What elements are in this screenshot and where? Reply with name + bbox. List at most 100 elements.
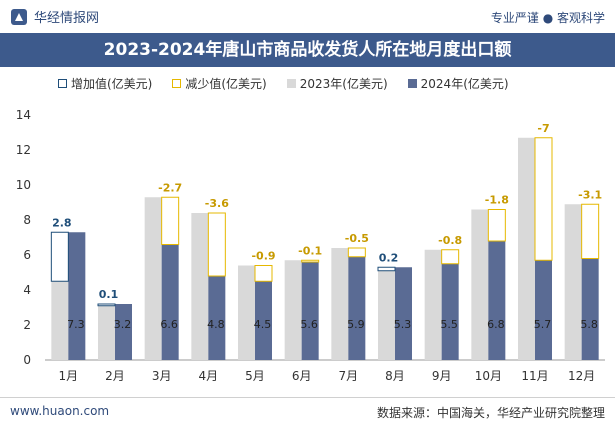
y-tick-label: 2 [23, 318, 31, 332]
value-label-2024: 7.3 [67, 318, 85, 331]
x-tick-label: 5月 [245, 369, 265, 383]
bar-2024 [301, 262, 319, 360]
change-label: -7 [537, 122, 549, 135]
value-label-2024: 5.8 [580, 318, 598, 331]
bar-2024 [488, 241, 506, 360]
tagline: 专业严谨 ● 客观科学 [490, 11, 605, 25]
y-tick-label: 0 [23, 353, 31, 367]
value-label-2024: 5.7 [534, 318, 552, 331]
change-label: 2.8 [52, 216, 72, 229]
decrease-box [301, 259, 320, 263]
x-tick-label: 7月 [339, 369, 359, 383]
x-tick-label: 6月 [292, 369, 312, 383]
decrease-box [441, 249, 460, 265]
bar-2024 [161, 244, 179, 360]
bar-2023 [98, 305, 115, 360]
decrease-box [534, 137, 553, 261]
y-tick-label: 4 [23, 283, 31, 297]
legend-swatch-2024 [407, 79, 417, 88]
x-tick-label: 10月 [475, 369, 502, 383]
bar-2023 [378, 270, 395, 360]
bar-2023 [424, 249, 442, 360]
increase-box [97, 303, 116, 307]
change-label: -3.6 [205, 197, 229, 210]
legend-label-2023: 2023年(亿美元) [299, 77, 388, 91]
chart-title: 2023-2024年唐山市商品收发货人所在地月度出口额 [103, 40, 512, 60]
bar-2023 [238, 265, 255, 360]
brand-logo-icon [11, 8, 27, 25]
x-tick-label: 3月 [152, 369, 172, 383]
bar-2023 [331, 248, 349, 360]
bar-2023 [471, 209, 489, 360]
bar-2023 [144, 197, 162, 360]
decrease-box [581, 203, 600, 259]
bar-2024 [255, 281, 272, 360]
decrease-box [347, 247, 366, 258]
bar-2023 [284, 260, 302, 360]
top-bar: 华经情报网 专业严谨 ● 客观科学 [0, 0, 615, 33]
change-label: -0.9 [251, 250, 275, 263]
y-tick-label: 8 [23, 213, 31, 227]
change-label: -3.1 [578, 188, 602, 201]
decrease-box [207, 212, 226, 277]
legend-item-2024: 2024年(亿美元) [407, 75, 509, 92]
change-label: 0.2 [379, 251, 399, 264]
decrease-box [161, 196, 180, 245]
value-label-2024: 5.3 [394, 318, 412, 331]
x-tick-label: 4月 [199, 369, 219, 383]
legend-label-decrease: 减少值(亿美元) [185, 77, 267, 91]
legend-item-decrease: 减少值(亿美元) [172, 75, 267, 92]
increase-box [377, 266, 396, 272]
footer-divider [0, 397, 615, 398]
decrease-box [487, 209, 506, 242]
brand: 华经情报网 [10, 7, 99, 26]
bar-2024 [395, 267, 412, 360]
x-tick-label: 2月 [105, 369, 125, 383]
legend-label-2024: 2024年(亿美元) [420, 77, 509, 91]
x-tick-label: 8月 [385, 369, 405, 383]
bar-2024 [581, 258, 599, 360]
footer: www.huaon.com 数据来源：中国海关，华经产业研究院整理 [0, 397, 615, 427]
bar-2024 [441, 263, 459, 360]
value-label-2024: 6.8 [487, 318, 505, 331]
change-label: 0.1 [99, 288, 119, 301]
x-tick-label: 12月 [568, 369, 595, 383]
y-tick-label: 12 [16, 143, 31, 157]
legend-item-increase: 增加值(亿美元) [58, 75, 152, 92]
value-label-2024: 4.5 [254, 318, 272, 331]
bar-2024 [348, 256, 366, 360]
legend-label-increase: 增加值(亿美元) [71, 77, 153, 91]
y-tick-label: 10 [16, 178, 31, 192]
footer-site: www.huaon.com [10, 404, 110, 418]
change-label: -0.5 [345, 232, 369, 245]
change-label: -1.8 [485, 194, 509, 207]
brand-name: 华经情报网 [34, 11, 100, 26]
footer-source: 数据来源：中国海关，华经产业研究院整理 [376, 406, 605, 420]
legend-item-2023: 2023年(亿美元) [286, 75, 388, 92]
bar-2023 [51, 281, 69, 360]
legend-swatch-decrease [172, 79, 182, 88]
change-label: -0.1 [298, 244, 322, 257]
chart-legend: 增加值(亿美元) 减少值(亿美元) 2023年(亿美元) 2024年(亿美元) [58, 75, 509, 92]
bar-2023 [191, 213, 209, 360]
increase-box [50, 231, 69, 282]
value-label-2024: 3.2 [114, 318, 132, 331]
bar-2024 [68, 232, 86, 360]
y-tick-label: 6 [23, 248, 31, 262]
x-tick-label: 9月 [432, 369, 452, 383]
bar-chart: 0 2 4 6 8 10 12 14 2.8 7.3 1月 0.1 3.2 2月 -2.7 6.6 3月 -3.6… [16, 108, 605, 383]
value-label-2024: 6.6 [160, 318, 178, 331]
value-label-2024: 5.9 [347, 318, 365, 331]
y-tick-label: 14 [16, 108, 31, 122]
change-label: -2.7 [158, 181, 182, 194]
x-tick-label: 11月 [521, 369, 548, 383]
bar-2023 [518, 137, 535, 360]
legend-swatch-increase [58, 79, 67, 88]
decrease-box [254, 265, 273, 282]
x-tick-label: 1月 [59, 369, 79, 383]
value-label-2024: 5.6 [300, 318, 318, 331]
value-label-2024: 5.5 [440, 318, 458, 331]
bar-2024 [535, 260, 552, 360]
value-label-2024: 4.8 [207, 318, 225, 331]
bar-2024 [208, 276, 226, 360]
